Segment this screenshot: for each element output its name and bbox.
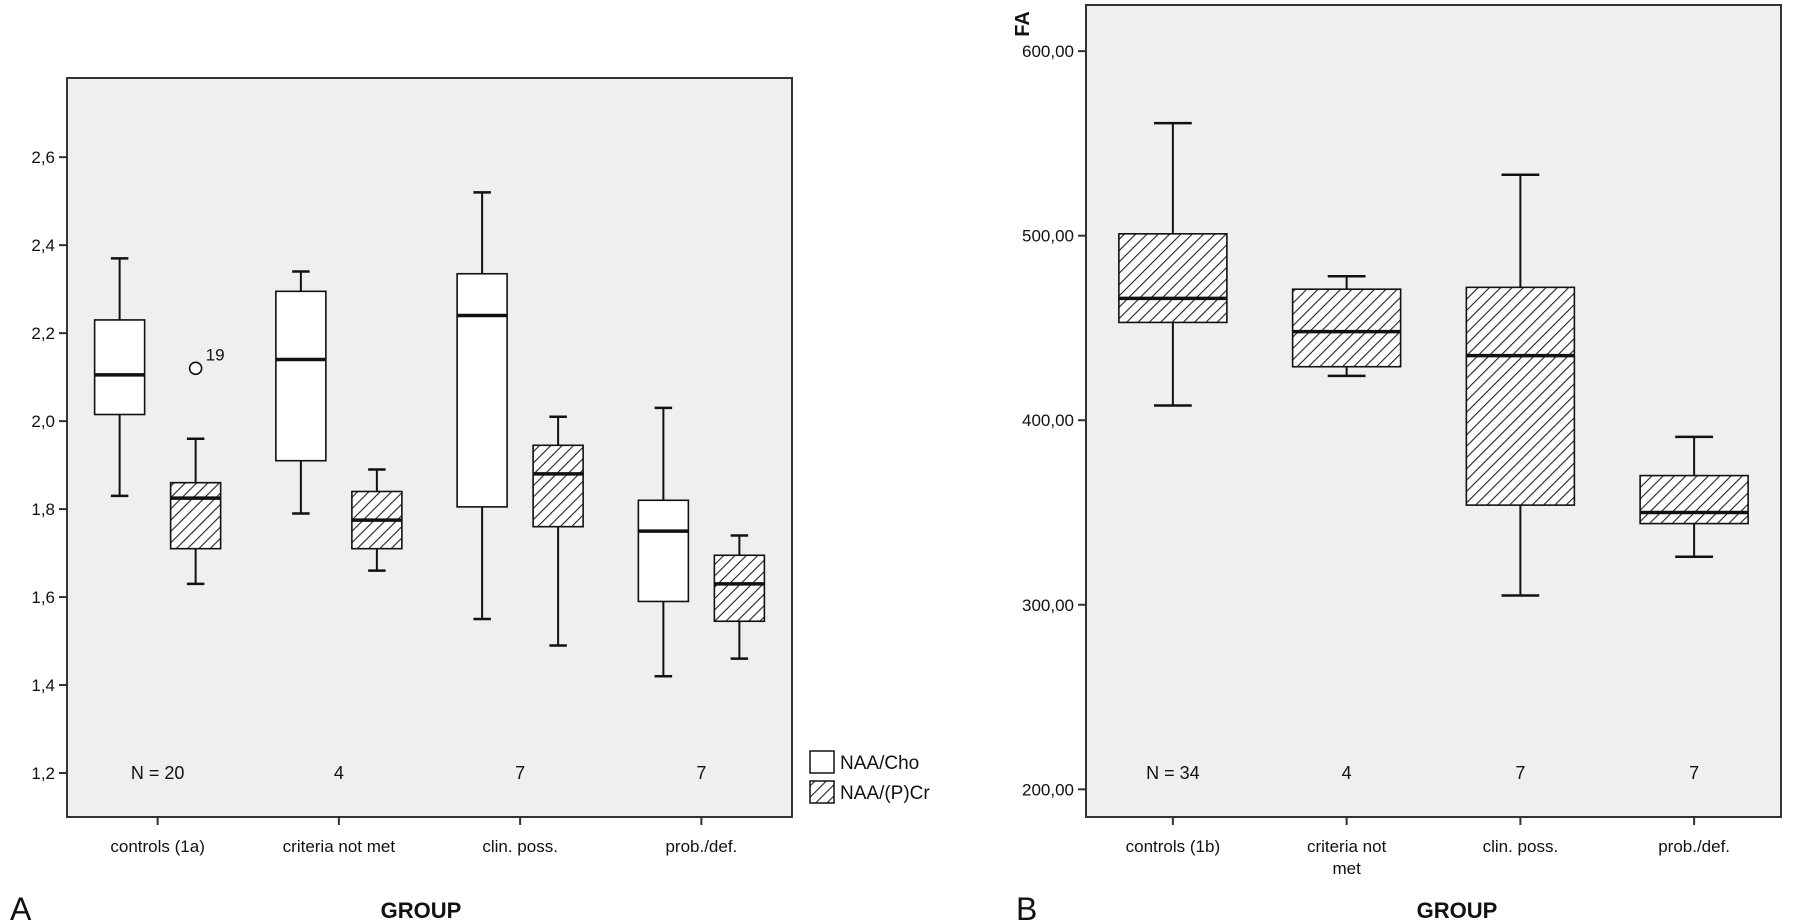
- panel-letter-a: A: [10, 891, 32, 924]
- y-tick-label-a-7: 2,6: [31, 148, 55, 167]
- y-tick-label-a-3: 1,8: [31, 500, 55, 519]
- x-axis-label-a: GROUP: [381, 898, 462, 923]
- axes-b: 200,00 300,00 400,00 500,00 600,00 controls (…: [1022, 42, 1730, 878]
- n-label-a-controls-1a: N = 20: [131, 763, 185, 783]
- y-tick-label-a-6: 2,4: [31, 236, 55, 255]
- plot-area-a: [66, 77, 793, 818]
- x-tick-label-b-clin-poss: clin. poss.: [1483, 837, 1559, 856]
- marks-a: N = 20 4 7 7 19: [93, 191, 766, 783]
- y-tick-label-a-2: 1,6: [31, 588, 55, 607]
- y-tick-label-b-1: 300,00: [1022, 596, 1074, 615]
- y-axis-label-b: FA: [1012, 11, 1034, 37]
- y-tick-label-a-1: 1,4: [31, 676, 55, 695]
- y-tick-label-b-2: 400,00: [1022, 411, 1074, 430]
- box-a-naa-p-cr-clin-poss-box: [532, 444, 584, 528]
- legend-label-naa-p-cr: NAA/(P)Cr: [840, 783, 930, 804]
- legend-label-naa-cho: NAA/Cho: [840, 753, 919, 774]
- panel-b: 200,00 300,00 400,00 500,00 600,00 controls (…: [1012, 4, 1782, 924]
- x-tick-label-b-criteria-not-met: criteria not met: [1307, 837, 1387, 878]
- box-a-naa-cho-clin-poss-box: [456, 272, 508, 508]
- x-tick-label-a-clin-poss: clin. poss.: [482, 837, 558, 856]
- y-tick-label-a-0: 1,2: [31, 764, 55, 783]
- marks-b: N = 34 4 7 7: [1118, 121, 1749, 783]
- n-label-a-clin-poss: 7: [515, 763, 525, 783]
- n-label-b-prob-def: 7: [1689, 763, 1699, 783]
- box-b-s0-controls-1b-box: [1118, 233, 1228, 324]
- n-label-b-controls-1b: N = 34: [1146, 763, 1200, 783]
- legend-swatch-naa-cho: [809, 750, 835, 774]
- legend-swatch-naa-p-cr: [809, 780, 835, 804]
- y-tick-label-b-4: 600,00: [1022, 42, 1074, 61]
- axes-a: 1,2 1,4 1,6 1,8 2,0 2,2 2,4 2,6 controls (1a) cri…: [31, 148, 737, 856]
- box-a-naa-cho-prob-def-box: [637, 499, 690, 603]
- box-a-naa-cho-controls-1a-box: [93, 319, 146, 416]
- box-b-s0-criteria-not-met-box: [1291, 288, 1402, 368]
- box-a-naa-p-cr-controls-1a-box: [169, 481, 222, 550]
- x-tick-label-a-criteria-not-met: criteria not met: [283, 837, 396, 856]
- x-axis-label-b: GROUP: [1417, 898, 1498, 923]
- y-tick-label-a-4: 2,0: [31, 412, 55, 431]
- plot-area-b: [1085, 4, 1782, 818]
- y-tick-label-a-5: 2,2: [31, 324, 55, 343]
- legend-a: NAA/Cho NAA/(P)Cr: [809, 750, 930, 804]
- n-label-b-clin-poss: 7: [1515, 763, 1525, 783]
- box-b-s0-clin-poss-box: [1465, 286, 1576, 506]
- n-label-a-criteria-not-met: 4: [334, 763, 344, 783]
- x-tick-label-a-controls-1a: controls (1a): [110, 837, 204, 856]
- x-tick-label-a-prob-def: prob./def.: [665, 837, 737, 856]
- panel-a: 1,2 1,4 1,6 1,8 2,0 2,2 2,4 2,6 controls (1a) cri…: [10, 77, 930, 924]
- y-tick-label-b-3: 500,00: [1022, 227, 1074, 246]
- x-tick-label-b-controls-1b: controls (1b): [1126, 837, 1220, 856]
- n-label-b-criteria-not-met: 4: [1342, 763, 1352, 783]
- box-b-s0-prob-def-box: [1639, 474, 1749, 525]
- panel-letter-b: B: [1016, 891, 1037, 924]
- box-a-naa-p-cr-prob-def-box: [713, 554, 766, 623]
- box-a-naa-cho-criteria-not-met-box: [275, 290, 327, 462]
- x-tick-label-b-prob-def: prob./def.: [1658, 837, 1730, 856]
- outlier-point-a-0: [188, 361, 203, 376]
- outlier-label-a-0: 19: [206, 345, 225, 364]
- y-tick-label-b-0: 200,00: [1022, 780, 1074, 799]
- n-label-a-prob-def: 7: [696, 763, 706, 783]
